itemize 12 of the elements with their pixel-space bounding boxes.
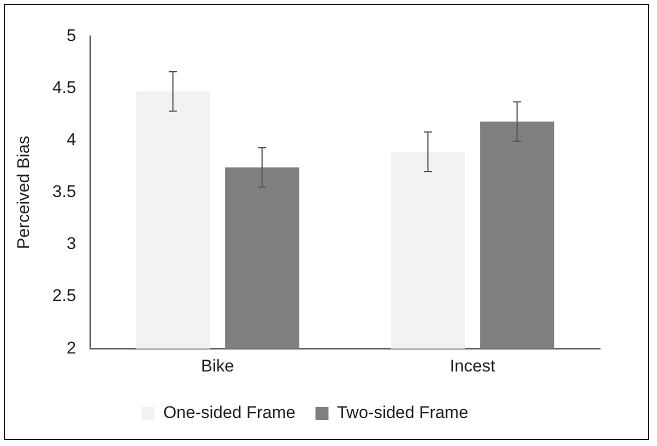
y-tick-label: 2 [66, 338, 76, 358]
y-tick-label: 4.5 [52, 78, 76, 97]
y-tick-label: 5 [66, 26, 76, 45]
x-tick-label: Incest [450, 356, 496, 376]
y-tick-label: 3.5 [52, 182, 76, 202]
legend-label: Two-sided Frame [336, 403, 468, 422]
x-tick-label: Bike [200, 356, 234, 376]
legend-label: One-sided Frame [163, 403, 296, 422]
y-tick-label: 4 [66, 130, 76, 150]
y-axis-title: Perceived Bias [14, 136, 33, 250]
y-tick-label: 2.5 [52, 286, 76, 306]
y-tick-label: 3 [66, 234, 76, 254]
